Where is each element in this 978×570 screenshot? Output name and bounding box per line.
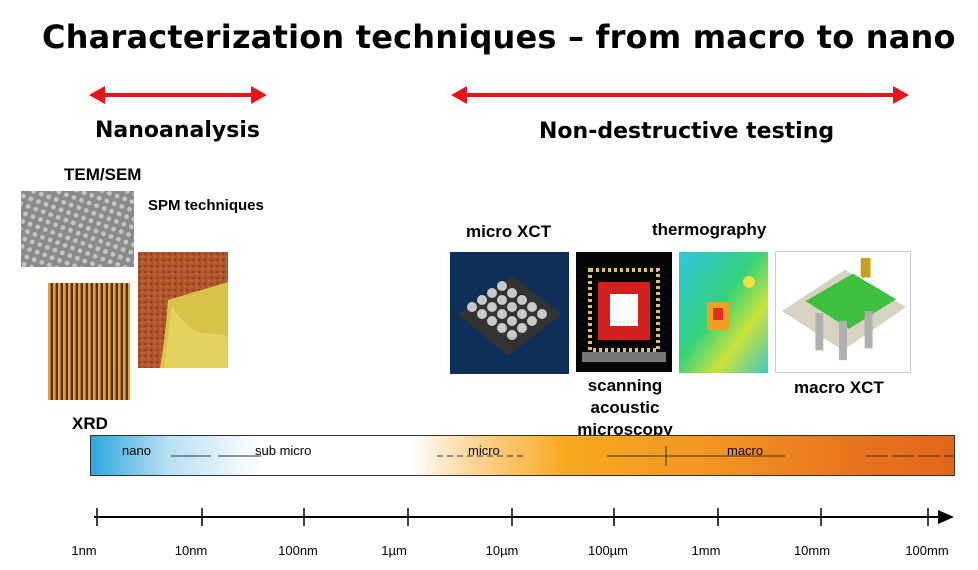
axis-tick-10nm: 10nm xyxy=(174,543,208,558)
axis-tick-10mm: 10mm xyxy=(793,543,831,558)
axis-tick-100mm: 100mm xyxy=(905,543,949,558)
axis-tick-100nm: 100nm xyxy=(278,543,318,558)
band-label-nano: nano xyxy=(122,443,151,458)
axis-tick-10um: 10µm xyxy=(485,543,519,558)
spm-image xyxy=(138,252,228,368)
macro-xct-image xyxy=(775,251,911,373)
scanning-acoustic-image xyxy=(576,252,672,372)
tem-sem-image xyxy=(21,191,134,267)
nanoanalysis-heading: Nanoanalysis xyxy=(95,118,260,143)
micro-xct-image xyxy=(450,252,569,374)
axis-tick-100um: 100µm xyxy=(587,543,629,558)
micro-xct-label: micro XCT xyxy=(466,222,552,241)
xrd-label: XRD xyxy=(72,414,108,433)
size-axis xyxy=(94,508,954,526)
scale-band-bar: nano sub micro micro macro xyxy=(90,435,955,476)
band-label-sub-micro: sub micro xyxy=(255,443,312,458)
band-label-micro: micro xyxy=(468,443,500,458)
nanoanalysis-range-arrow xyxy=(89,86,267,104)
scanning-acoustic-label: scanning acoustic microscopy xyxy=(577,376,673,439)
page-title: Characterization techniques – from macro… xyxy=(42,18,956,56)
ndt-heading: Non-destructive testing xyxy=(539,119,835,144)
tem-sem-label: TEM/SEM xyxy=(64,165,142,184)
thermography-image xyxy=(679,252,768,373)
xrd-image xyxy=(48,283,130,400)
macro-xct-label: macro XCT xyxy=(794,378,884,397)
ndt-range-arrow xyxy=(451,86,909,104)
thermography-label: thermography xyxy=(652,220,767,239)
band-separator-lines xyxy=(171,446,954,466)
axis-tick-1um: 1µm xyxy=(381,543,407,558)
band-label-macro: macro xyxy=(727,443,764,458)
axis-tick-1nm: 1nm xyxy=(71,543,97,558)
axis-tick-1mm: 1mm xyxy=(691,543,721,558)
spm-label: SPM techniques xyxy=(148,197,264,214)
